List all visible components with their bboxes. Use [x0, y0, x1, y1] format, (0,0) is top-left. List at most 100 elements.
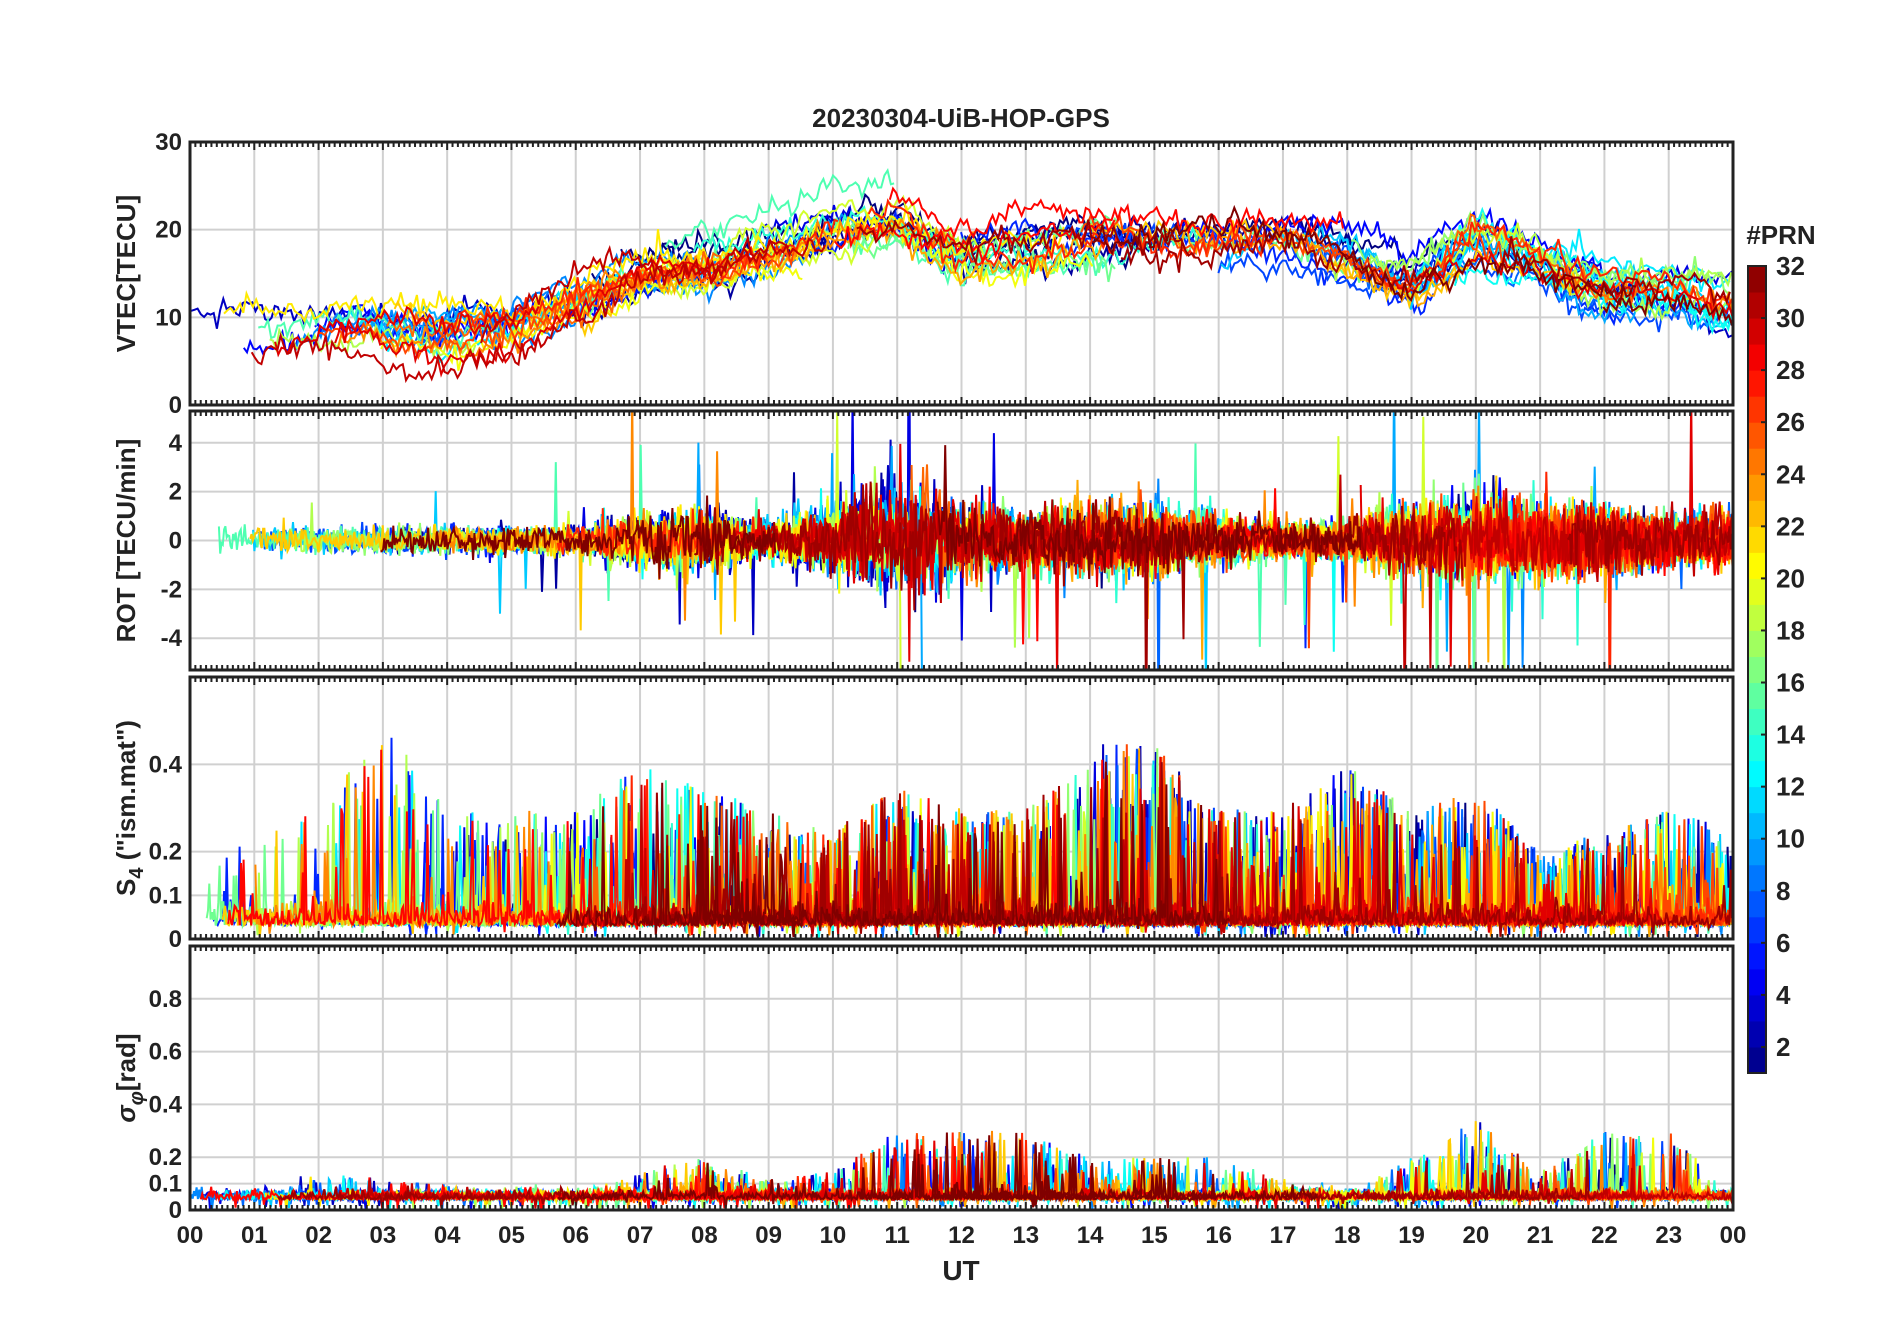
y-tick-label: -4: [161, 625, 183, 652]
colorbar-cell: [1748, 552, 1766, 579]
colorbar-cell: [1748, 916, 1766, 944]
x-tick-label: 02: [305, 1222, 332, 1249]
colorbar-cell: [1748, 812, 1766, 840]
x-tick-labels: 00 01 02 03 04 05 06 07 08 09 10 11 12 13 14 15 16 17 18 19…: [177, 1222, 1747, 1249]
x-tick-label: 22: [1591, 1222, 1618, 1249]
colorbar-label: #PRN: [1746, 220, 1815, 250]
x-tick-label: 11: [885, 1222, 910, 1249]
colorbar-tick-label: 10: [1776, 824, 1805, 854]
y-axis-label: σφ[rad]: [111, 1033, 148, 1122]
x-tick-label: 00: [177, 1222, 204, 1249]
y-axis-label: S4 ("ism.mat"): [111, 720, 148, 896]
colorbar-cell: [1748, 1020, 1766, 1048]
x-tick-label: 09: [755, 1222, 782, 1249]
colorbar-tick-label: 18: [1776, 615, 1805, 645]
series-line-prn-31: [1405, 821, 1733, 937]
series-line-prn-19: [1404, 222, 1612, 301]
colorbar-cell: [1748, 448, 1766, 475]
colorbar-tick-label: 6: [1776, 928, 1790, 958]
colorbar-tick-label: 16: [1776, 668, 1805, 698]
series-line-prn-28: [888, 186, 1344, 239]
colorbar-cell: [1748, 578, 1766, 605]
colorbar-tick-label: 22: [1776, 511, 1805, 541]
colorbar-cell: [1748, 994, 1766, 1022]
colorbar-cell: [1748, 682, 1766, 710]
colorbar-tick-label: 8: [1776, 876, 1790, 906]
colorbar-cell: [1748, 266, 1766, 293]
colorbar-cell: [1748, 708, 1766, 736]
y-tick-label: 10: [155, 304, 182, 331]
x-tick-label: 20: [1462, 1222, 1489, 1249]
y-tick-label: 0.8: [149, 986, 182, 1013]
axes-frame: [188, 675, 1735, 941]
y-tick-label: 0.1: [149, 882, 182, 909]
colorbar-tick-label: 24: [1776, 459, 1805, 489]
colorbar-tick-label: 12: [1776, 772, 1805, 802]
x-tick-label: 01: [241, 1222, 268, 1249]
series-line-prn-32: [681, 761, 1231, 937]
colorbar-cell: [1748, 942, 1766, 970]
x-tick-label: 14: [1077, 1222, 1104, 1249]
y-tick-label: 0.1: [149, 1171, 182, 1198]
y-tick-label: 0.2: [149, 1144, 182, 1171]
axes-frame: [188, 409, 1735, 672]
colorbar-cell: [1748, 760, 1766, 788]
colorbar-cell: [1748, 604, 1766, 631]
y-tick-label: 20: [155, 217, 182, 244]
series-line-prn-8: [1303, 245, 1653, 310]
x-axis-label: UT: [942, 1255, 979, 1286]
series-line-prn-19: [722, 194, 991, 263]
panel-s4: 0 0.1 0.2 0.4S4 ("ism.mat"): [111, 675, 1735, 953]
x-tick-label: 06: [562, 1222, 589, 1249]
series-line-prn-32: [936, 445, 1362, 580]
colorbar-cell: [1748, 838, 1766, 866]
x-tick-label: 12: [948, 1222, 975, 1249]
y-tick-label: 0.4: [149, 1091, 183, 1118]
series-traces: [190, 168, 1733, 384]
colorbar-cell: [1748, 968, 1766, 996]
x-tick-label: 00: [1720, 1222, 1747, 1249]
colorbar-cell: [1748, 1046, 1766, 1074]
colorbar-cell: [1748, 630, 1766, 657]
series-line-prn-30: [759, 482, 1165, 604]
colorbar-cell: [1748, 474, 1766, 501]
panel-rot: -4 -2 0 2 4 ROT [TECU/min]: [111, 409, 1735, 672]
series-line-prn-15: [850, 231, 1106, 287]
y-tick-label: -2: [161, 576, 182, 603]
series-line-prn-30: [1317, 474, 1733, 670]
x-tick-label: 03: [370, 1222, 397, 1249]
colorbar-cell: [1748, 396, 1766, 423]
colorbar-cell: [1748, 318, 1766, 345]
x-tick-label: 15: [1141, 1222, 1168, 1249]
x-tick-label: 05: [498, 1222, 525, 1249]
y-tick-label: 0: [169, 1197, 182, 1224]
series-line-prn-32: [1092, 204, 1637, 307]
colorbar-cell: [1748, 656, 1766, 684]
series-traces: [190, 1121, 1733, 1210]
colorbar-frame: [1747, 265, 1767, 1074]
colorbar-cell: [1748, 370, 1766, 397]
y-axis-label: ROT [TECU/min]: [111, 439, 141, 643]
series-line-prn-28: [834, 215, 1116, 266]
colorbar-tick-label: 28: [1776, 355, 1805, 385]
y-tick-label: 0: [169, 926, 182, 953]
series-line-prn-31: [693, 481, 938, 611]
y-tick-label: 2: [169, 479, 182, 506]
colorbar-cell: [1748, 422, 1766, 449]
colorbar-cell: [1748, 344, 1766, 371]
colorbar-tick-label: 14: [1776, 720, 1805, 750]
x-tick-label: 17: [1270, 1222, 1297, 1249]
series-line-prn-29: [274, 305, 540, 358]
y-tick-label: 0.2: [149, 839, 182, 866]
colorbar-cell: [1748, 890, 1766, 918]
colorbar-cell: [1748, 500, 1766, 527]
colorbar-cell: [1748, 292, 1766, 319]
series-traces: [217, 411, 1733, 670]
y-tick-label: 0.4: [149, 751, 183, 778]
series-line-prn-30: [480, 234, 826, 344]
y-tick-label: 4: [169, 430, 183, 457]
x-tick-label: 04: [434, 1222, 461, 1249]
series-line-prn-18: [269, 322, 477, 359]
panel-vtec: 0 10 20 30 VTEC[TECU]: [111, 129, 1735, 419]
series-line-prn-31: [857, 762, 1405, 939]
